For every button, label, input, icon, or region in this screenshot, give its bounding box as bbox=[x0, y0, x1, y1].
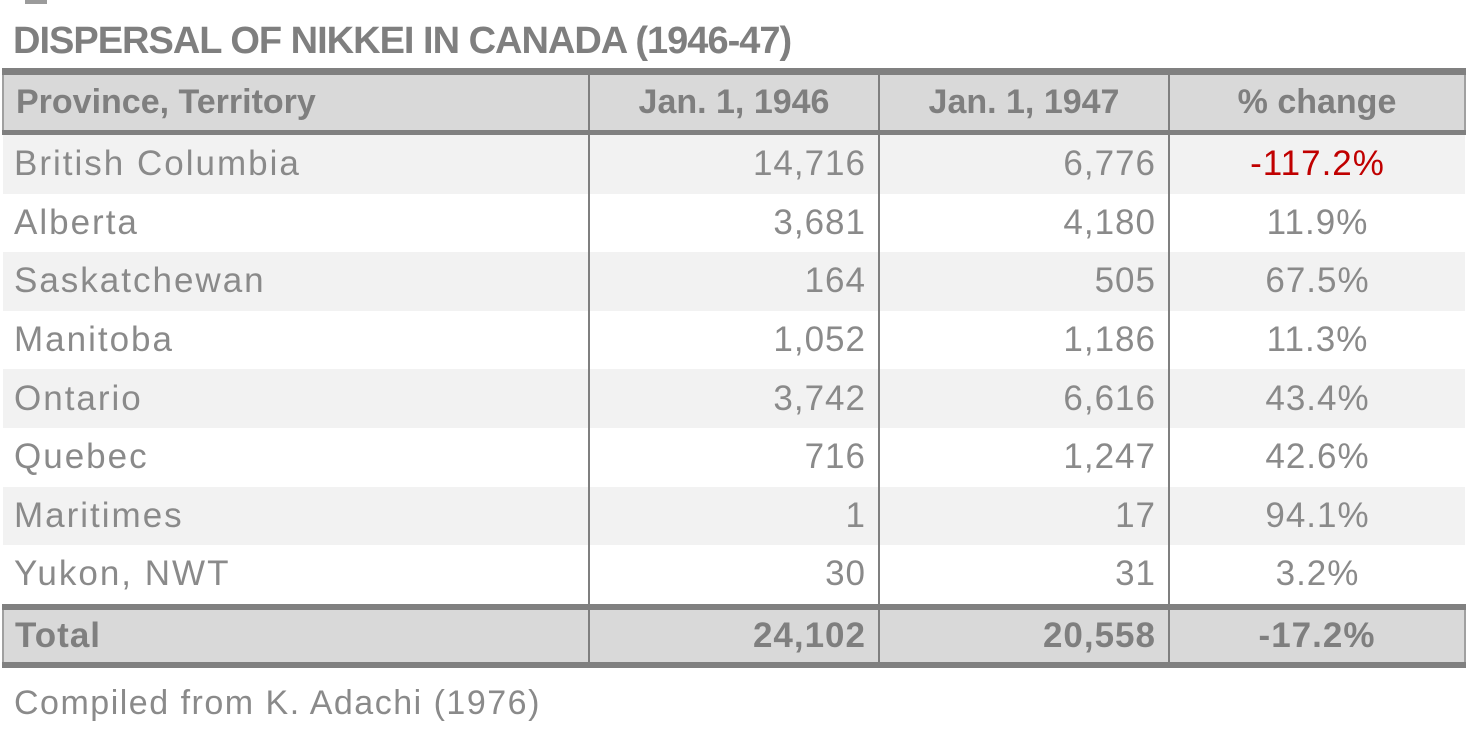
jan-1946-cell: 1,052 bbox=[589, 310, 880, 370]
jan-1947-cell: 505 bbox=[879, 252, 1170, 311]
jan-1947-cell: 4,180 bbox=[879, 193, 1170, 253]
table-row: Saskatchewan 164 505 67.5% bbox=[3, 252, 1465, 311]
table-row: Quebec 716 1,247 42.6% bbox=[3, 427, 1465, 487]
column-header-jan-1947: Jan. 1, 1947 bbox=[879, 68, 1170, 135]
jan-1946-cell: 1 bbox=[589, 486, 880, 546]
jan-1947-cell: 1,247 bbox=[879, 427, 1170, 487]
header-row: Province, Territory Jan. 1, 1946 Jan. 1,… bbox=[2, 68, 1466, 135]
jan-1947-cell: 6,776 bbox=[879, 132, 1170, 194]
table-row: Alberta 3,681 4,180 11.9% bbox=[3, 193, 1465, 253]
pct-change-cell: 67.5% bbox=[1169, 252, 1465, 311]
province-cell: Yukon, NWT bbox=[3, 545, 590, 607]
jan-1947-cell: 17 bbox=[879, 486, 1170, 546]
table-body: British Columbia 14,716 6,776 -117.2% Al… bbox=[3, 132, 1465, 607]
pct-change-cell: 3.2% bbox=[1169, 545, 1465, 607]
column-header-pct-change: % change bbox=[1169, 68, 1466, 135]
jan-1946-cell: 3,742 bbox=[589, 369, 880, 428]
pct-change-cell: 43.4% bbox=[1169, 369, 1465, 428]
pct-change-cell: 42.6% bbox=[1169, 427, 1465, 487]
total-jan-1947-cell: 20,558 bbox=[879, 603, 1170, 668]
province-cell: Ontario bbox=[3, 369, 590, 428]
page-title: DISPERSAL OF NIKKEI IN CANADA (1946-47) bbox=[13, 20, 792, 62]
table-row: British Columbia 14,716 6,776 -117.2% bbox=[3, 132, 1465, 194]
total-label-cell: Total bbox=[2, 603, 590, 668]
jan-1947-cell: 1,186 bbox=[879, 310, 1170, 370]
table-row: Ontario 3,742 6,616 43.4% bbox=[3, 369, 1465, 428]
top-edge-mark bbox=[25, 0, 47, 4]
province-cell: Alberta bbox=[3, 193, 590, 253]
jan-1946-cell: 3,681 bbox=[589, 193, 880, 253]
pct-change-cell: 11.9% bbox=[1169, 193, 1465, 253]
table-footer: Total 24,102 20,558 -17.2% bbox=[2, 603, 1466, 668]
column-header-province: Province, Territory bbox=[2, 68, 590, 135]
source-note: Compiled from K. Adachi (1976) bbox=[14, 684, 541, 722]
province-cell: Maritimes bbox=[3, 486, 590, 546]
pct-change-cell: 94.1% bbox=[1169, 486, 1465, 546]
province-cell: Quebec bbox=[3, 427, 590, 487]
total-row: Total 24,102 20,558 -17.2% bbox=[2, 603, 1466, 668]
jan-1946-cell: 30 bbox=[589, 545, 880, 607]
jan-1947-cell: 6,616 bbox=[879, 369, 1170, 428]
column-header-jan-1946: Jan. 1, 1946 bbox=[589, 68, 880, 135]
total-pct-change-cell: -17.2% bbox=[1169, 603, 1466, 668]
pct-change-cell: -117.2% bbox=[1169, 132, 1465, 194]
province-cell: British Columbia bbox=[3, 132, 590, 194]
jan-1946-cell: 14,716 bbox=[589, 132, 880, 194]
table-row: Maritimes 1 17 94.1% bbox=[3, 486, 1465, 546]
province-cell: Saskatchewan bbox=[3, 252, 590, 311]
jan-1946-cell: 716 bbox=[589, 427, 880, 487]
total-jan-1946-cell: 24,102 bbox=[589, 603, 880, 668]
jan-1946-cell: 164 bbox=[589, 252, 880, 311]
jan-1947-cell: 31 bbox=[879, 545, 1170, 607]
pct-change-cell: 11.3% bbox=[1169, 310, 1465, 370]
table-row: Manitoba 1,052 1,186 11.3% bbox=[3, 310, 1465, 370]
province-cell: Manitoba bbox=[3, 310, 590, 370]
table-row: Yukon, NWT 30 31 3.2% bbox=[3, 545, 1465, 607]
table-header: Province, Territory Jan. 1, 1946 Jan. 1,… bbox=[2, 68, 1466, 135]
dispersal-table: Province, Territory Jan. 1, 1946 Jan. 1,… bbox=[2, 68, 1466, 668]
